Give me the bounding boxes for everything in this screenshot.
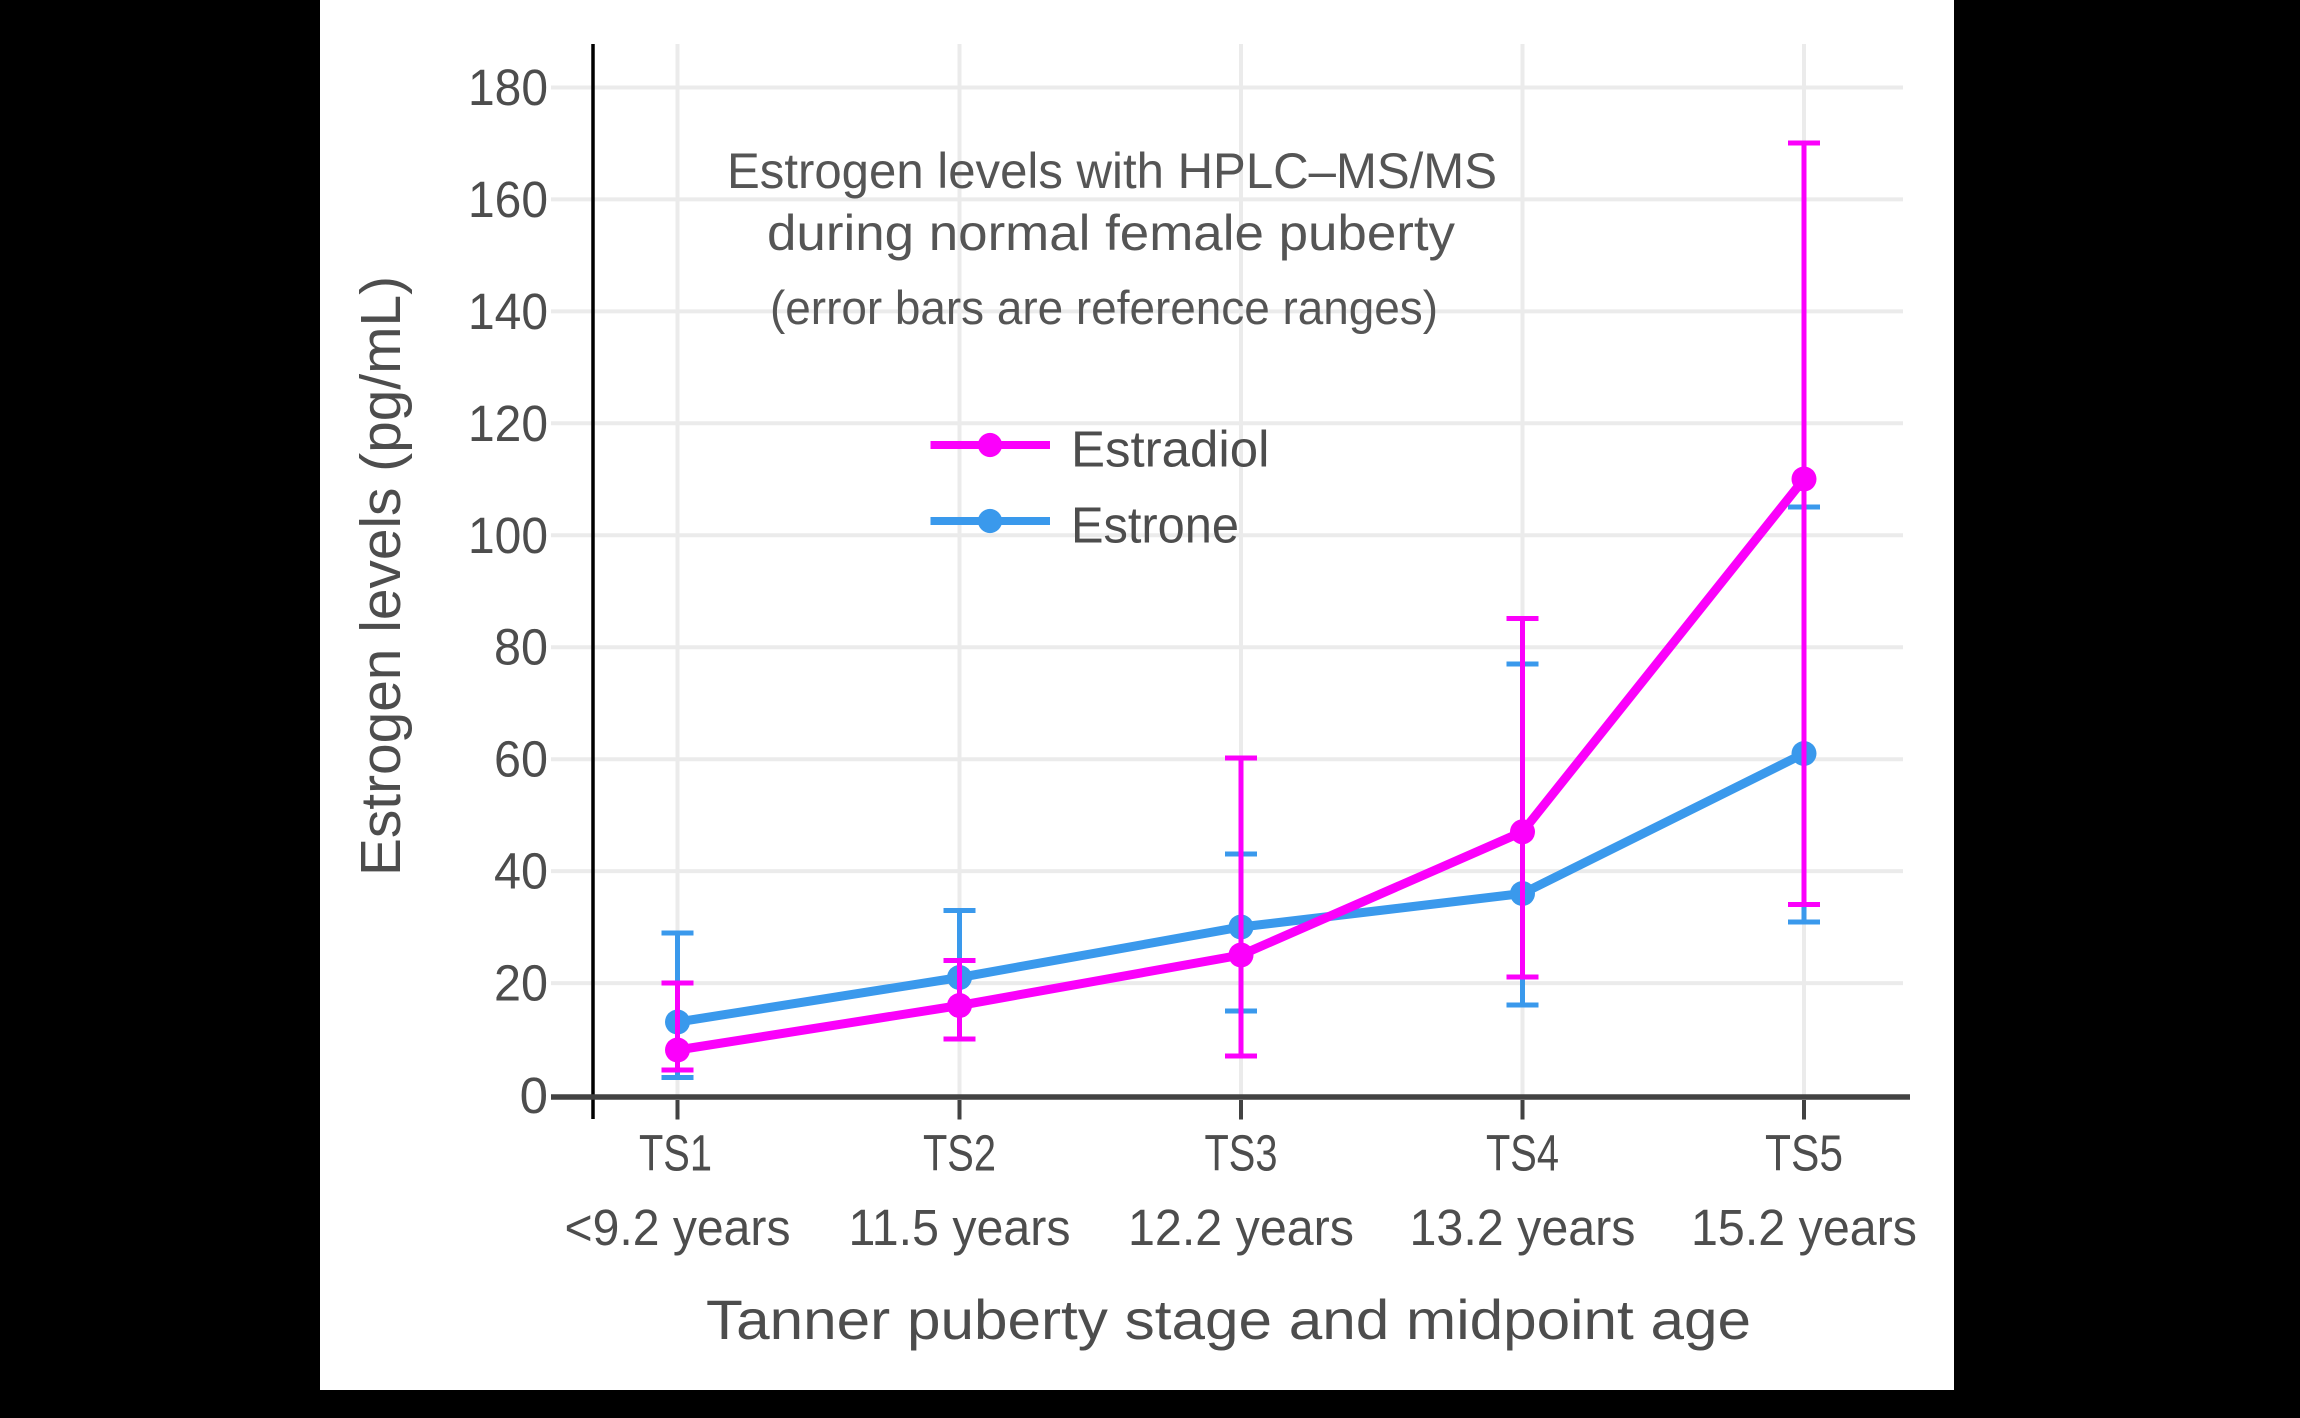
svg-text:12.2 years: 12.2 years <box>1128 1199 1354 1256</box>
svg-text:TS2: TS2 <box>923 1125 996 1182</box>
svg-text:80: 80 <box>494 619 548 676</box>
svg-text:13.2 years: 13.2 years <box>1410 1199 1636 1256</box>
svg-text:180: 180 <box>468 59 548 116</box>
svg-text:Estradiol: Estradiol <box>1071 421 1269 478</box>
svg-text:during normal female puberty: during normal female puberty <box>767 205 1455 261</box>
svg-text:Estrogen levels with HPLC–MS/M: Estrogen levels with HPLC–MS/MS <box>727 143 1497 199</box>
svg-text:40: 40 <box>494 843 548 900</box>
svg-text:Tanner puberty stage and midpo: Tanner puberty stage and midpoint age <box>706 1288 1751 1351</box>
svg-text:(error bars are reference rang: (error bars are reference ranges) <box>770 281 1438 334</box>
svg-text:15.2 years: 15.2 years <box>1691 1199 1917 1256</box>
svg-text:100: 100 <box>468 507 548 564</box>
svg-text:160: 160 <box>468 171 548 228</box>
svg-text:TS3: TS3 <box>1205 1125 1278 1182</box>
svg-text:TS4: TS4 <box>1486 1125 1559 1182</box>
svg-text:20: 20 <box>494 955 548 1012</box>
svg-text:120: 120 <box>468 395 548 452</box>
svg-text:Estrone: Estrone <box>1071 497 1239 554</box>
svg-text:<9.2 years: <9.2 years <box>565 1199 791 1256</box>
svg-text:0: 0 <box>520 1067 548 1124</box>
svg-text:TS5: TS5 <box>1765 1125 1843 1182</box>
svg-text:TS1: TS1 <box>639 1125 712 1182</box>
svg-text:11.5 years: 11.5 years <box>849 1199 1071 1256</box>
svg-text:140: 140 <box>468 283 548 340</box>
svg-text:Estrogen levels (pg/mL): Estrogen levels (pg/mL) <box>349 276 413 876</box>
svg-text:60: 60 <box>494 731 548 788</box>
